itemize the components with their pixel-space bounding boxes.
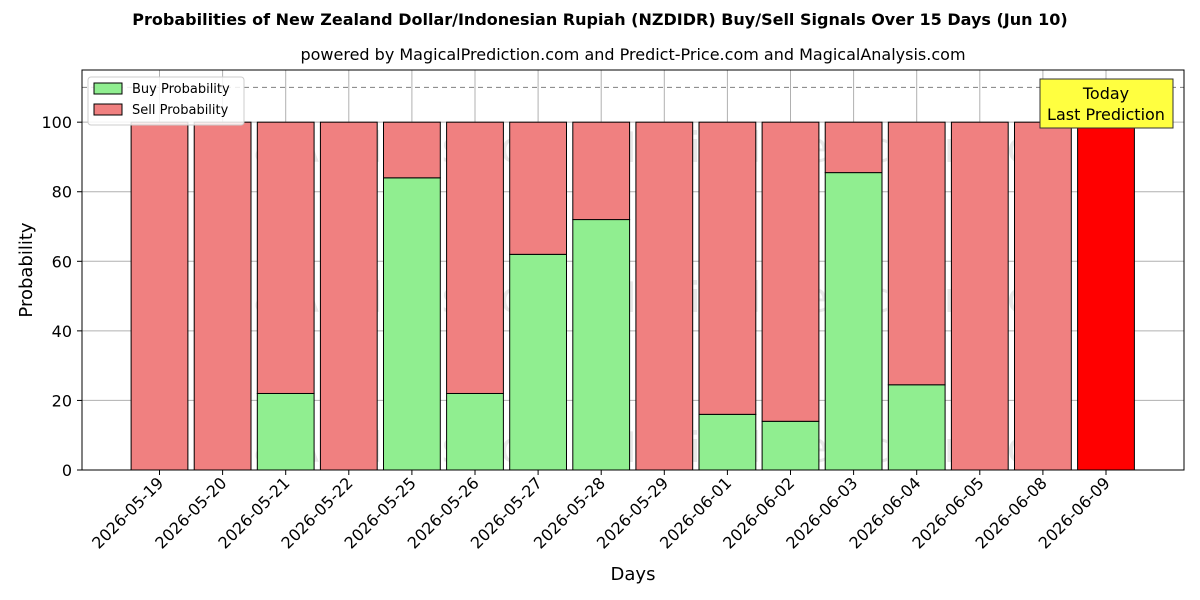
bar-sell-2026-06-02 bbox=[761, 121, 820, 422]
y-tick-label: 100 bbox=[41, 113, 72, 132]
bar-sell-2026-05-21 bbox=[256, 121, 315, 394]
legend: Buy Probability Sell Probability bbox=[87, 76, 245, 126]
annotation-box bbox=[1039, 78, 1174, 129]
y-tick-label: 60 bbox=[52, 252, 72, 271]
bar-sell-2026-06-09 bbox=[1077, 121, 1135, 471]
bar-sell-2026-05-20 bbox=[193, 121, 252, 471]
bar-buy-2026-06-01 bbox=[698, 413, 757, 471]
annotation-line-2: Last Prediction bbox=[1047, 105, 1165, 124]
bar-buy-2026-05-28 bbox=[572, 219, 631, 471]
annotation-line-1: Today bbox=[1082, 84, 1129, 103]
bar-sell-2026-05-26 bbox=[446, 121, 504, 394]
legend-label-sell: Sell Probability bbox=[132, 103, 229, 118]
bar-buy-2026-06-04 bbox=[887, 384, 946, 471]
bar-sell-2026-05-27 bbox=[509, 121, 567, 255]
y-axis: 0 20 40 60 80 100 bbox=[41, 113, 82, 480]
bar-sell-2026-05-19 bbox=[130, 121, 189, 471]
y-tick-label: 80 bbox=[52, 183, 72, 202]
y-tick-label: 0 bbox=[62, 461, 72, 480]
chart-title: Probabilities of New Zealand Dollar/Indo… bbox=[132, 10, 1068, 29]
today-annotation: Today Last Prediction bbox=[1039, 78, 1174, 129]
x-axis: 2026-05-192026-05-202026-05-212026-05-22… bbox=[88, 470, 1114, 553]
x-axis-label: Days bbox=[611, 564, 656, 585]
bar-sell-2026-06-05 bbox=[950, 121, 1009, 471]
bar-sell-2026-06-03 bbox=[824, 121, 883, 174]
bar-buy-2026-05-26 bbox=[446, 392, 504, 471]
bar-buy-2026-05-27 bbox=[509, 253, 567, 471]
bar-sell-2026-05-28 bbox=[572, 121, 631, 221]
bar-sell-2026-05-25 bbox=[383, 121, 441, 179]
bar-sell-2026-06-01 bbox=[698, 121, 757, 415]
y-axis-label: Probability bbox=[16, 222, 37, 317]
y-tick-label: 40 bbox=[52, 322, 72, 341]
legend-label-buy: Buy Probability bbox=[132, 82, 230, 97]
bars bbox=[130, 121, 1135, 471]
bar-sell-2026-06-04 bbox=[887, 121, 946, 386]
chart-subtitle: powered by MagicalPrediction.com and Pre… bbox=[300, 45, 966, 64]
bar-buy-2026-05-21 bbox=[256, 392, 315, 471]
legend-box bbox=[87, 76, 245, 126]
bar-sell-2026-06-08 bbox=[1014, 121, 1072, 471]
bar-sell-2026-05-22 bbox=[319, 121, 378, 471]
bar-sell-2026-05-29 bbox=[635, 121, 694, 471]
legend-swatch-buy bbox=[93, 82, 123, 95]
plot-frame bbox=[81, 69, 1185, 471]
bar-buy-2026-06-02 bbox=[761, 420, 820, 471]
y-tick-label: 20 bbox=[52, 391, 72, 410]
bar-buy-2026-05-25 bbox=[383, 177, 441, 471]
legend-swatch-sell bbox=[93, 103, 123, 116]
bar-buy-2026-06-03 bbox=[824, 172, 883, 471]
